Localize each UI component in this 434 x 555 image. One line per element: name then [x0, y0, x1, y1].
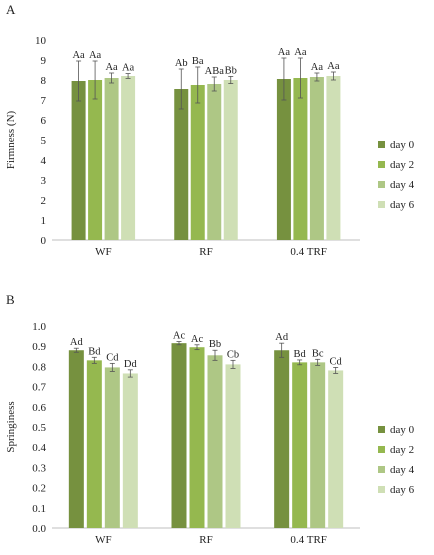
data-label: Aa	[89, 50, 102, 61]
y-axis-label: Springiness	[5, 401, 17, 452]
bar	[207, 355, 223, 528]
legend-label: day 4	[390, 179, 415, 191]
data-label: Bd	[294, 349, 307, 360]
bar	[276, 79, 291, 240]
bar	[88, 80, 103, 240]
bar	[189, 347, 205, 528]
y-tick-label: 0.6	[32, 402, 46, 414]
y-tick-label: 0.3	[32, 462, 46, 474]
bar	[326, 76, 341, 240]
x-tick-label: 0.4 TRF	[290, 246, 326, 258]
bar	[292, 362, 308, 528]
x-tick-label: RF	[199, 534, 212, 546]
data-label: Bb	[225, 65, 237, 76]
x-tick-label: RF	[199, 246, 212, 258]
legend-label: day 4	[390, 464, 415, 476]
bar	[223, 80, 238, 240]
data-label: Aa	[294, 47, 307, 58]
legend-label: day 2	[390, 159, 414, 171]
legend-swatch	[378, 486, 385, 493]
x-tick-label: 0.4 TRF	[290, 534, 326, 546]
bar	[171, 343, 187, 528]
bar	[293, 78, 308, 240]
legend-label: day 0	[390, 139, 415, 151]
legend-label: day 6	[390, 484, 415, 496]
bar	[309, 77, 324, 240]
y-tick-label: 6	[41, 115, 47, 127]
data-label: Ba	[192, 56, 204, 67]
y-tick-label: 7	[41, 95, 47, 107]
legend-label: day 6	[390, 199, 415, 211]
y-tick-label: 0.9	[32, 341, 46, 353]
bar	[207, 84, 222, 240]
bar	[225, 364, 241, 528]
y-tick-label: 8	[41, 75, 47, 87]
bar	[328, 370, 344, 528]
data-label: ABa	[205, 66, 225, 77]
bar	[71, 81, 86, 240]
data-label: Cd	[330, 356, 343, 367]
data-label: Aa	[122, 63, 135, 74]
legend-swatch	[378, 466, 385, 473]
data-label: Bd	[88, 346, 101, 357]
y-tick-label: 0.0	[32, 523, 46, 535]
y-tick-label: 10	[35, 35, 47, 47]
y-axis-label: Firmness (N)	[5, 110, 17, 169]
legend-swatch	[378, 426, 385, 433]
data-label: Aa	[327, 61, 340, 72]
bar	[68, 350, 84, 528]
y-tick-label: 4	[41, 155, 47, 167]
y-tick-label: 0.5	[32, 422, 46, 434]
y-tick-label: 9	[41, 55, 47, 67]
bar	[190, 85, 205, 240]
data-label: Bc	[312, 348, 324, 359]
data-label: Aa	[311, 62, 324, 73]
data-label: Cd	[106, 352, 119, 363]
data-label: Aa	[72, 50, 85, 61]
data-label: Bb	[209, 339, 221, 350]
panel-label: B	[6, 292, 15, 307]
y-tick-label: 2	[41, 195, 47, 207]
bar	[310, 362, 326, 528]
legend-label: day 0	[390, 424, 415, 436]
bar	[104, 78, 119, 240]
legend-swatch	[378, 446, 385, 453]
y-tick-label: 0.1	[32, 503, 46, 515]
bar	[122, 373, 138, 528]
legend-swatch	[378, 141, 385, 148]
y-tick-label: 0.8	[32, 361, 46, 373]
bar	[174, 89, 189, 240]
data-label: Aa	[105, 62, 118, 73]
y-tick-label: 0.7	[32, 382, 46, 394]
bar	[274, 350, 290, 528]
bar	[121, 76, 136, 240]
legend-label: day 2	[390, 444, 414, 456]
x-tick-label: WF	[95, 246, 112, 258]
bar	[104, 367, 120, 528]
y-tick-label: 0.2	[32, 483, 46, 495]
data-label: Aa	[278, 47, 291, 58]
y-tick-label: 0.4	[32, 442, 46, 454]
data-label: Ad	[70, 337, 84, 348]
data-label: Ad	[275, 332, 289, 343]
y-tick-label: 1.0	[32, 321, 46, 333]
bar	[86, 360, 102, 528]
legend-swatch	[378, 161, 385, 168]
data-label: Ac	[191, 334, 204, 345]
data-label: Ac	[173, 331, 186, 342]
data-label: Cb	[227, 349, 239, 360]
x-tick-label: WF	[95, 534, 112, 546]
data-label: Dd	[124, 359, 138, 370]
legend-swatch	[378, 201, 385, 208]
y-tick-label: 3	[41, 175, 47, 187]
y-tick-label: 0	[41, 235, 47, 247]
panel-label: A	[6, 2, 16, 17]
legend-swatch	[378, 181, 385, 188]
y-tick-label: 5	[41, 135, 47, 147]
y-tick-label: 1	[41, 215, 47, 227]
data-label: Ab	[175, 58, 188, 69]
